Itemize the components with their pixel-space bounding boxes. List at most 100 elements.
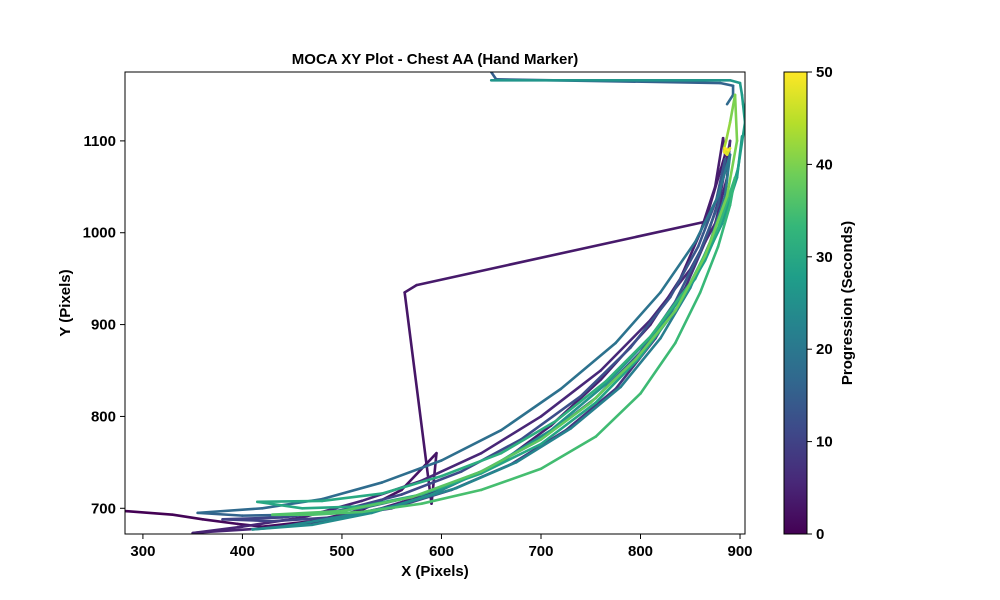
trajectory-segment — [403, 291, 433, 505]
trajectory-segment — [549, 382, 607, 432]
trajectory-segment — [703, 194, 729, 257]
trajectory-segment — [514, 427, 573, 464]
trajectory-segment — [196, 506, 264, 515]
trajectory-segment — [455, 461, 518, 490]
y-tick-label: 1100 — [83, 133, 116, 150]
trajectory-segment — [539, 435, 598, 471]
colorbar: 0 10 20 30 40 50 Progression (Seconds) — [783, 64, 856, 543]
x-tick-label: 800 — [628, 543, 653, 560]
trajectory-segment — [539, 401, 593, 441]
trajectory-segment — [380, 474, 443, 495]
trajectory-segment — [539, 369, 602, 418]
colorbar-tick-label: 10 — [816, 434, 833, 451]
trajectory-segment — [698, 245, 720, 294]
trajectory-segment — [614, 291, 662, 345]
trajectory-segment — [604, 335, 652, 383]
trajectory-segment — [724, 121, 732, 143]
trajectory-segment — [310, 511, 374, 527]
trajectory-segment — [539, 401, 598, 446]
trajectory-segment — [499, 387, 563, 432]
y-axis: 700 800 900 1000 1100 — [83, 133, 125, 517]
trajectory-segment — [716, 203, 732, 248]
trajectory-segment — [674, 254, 707, 313]
trajectory-segment — [420, 451, 483, 483]
trajectory-segment — [728, 93, 737, 124]
trajectory-segment — [733, 93, 739, 143]
trajectory-segment — [736, 121, 745, 170]
trajectory-segment — [728, 176, 737, 207]
trajectory-segment — [440, 451, 503, 478]
trajectory-segment — [320, 481, 384, 501]
trajectory-segment — [698, 203, 720, 253]
trajectory-segment — [738, 81, 744, 97]
trajectory-segment — [639, 341, 677, 395]
colorbar-tick-label: 0 — [816, 526, 824, 543]
colorbar-label: Progression (Seconds) — [839, 221, 856, 385]
trajectory-segment — [674, 291, 702, 345]
trajectory-segment — [440, 428, 503, 462]
trajectory-segment — [589, 358, 637, 404]
y-tick-label: 1000 — [83, 225, 116, 242]
trajectory-segment — [619, 337, 662, 389]
trajectory-segment — [569, 385, 622, 430]
trajectory-segment — [669, 245, 700, 299]
x-axis-label: X (Pixels) — [401, 563, 469, 580]
trajectory-segment — [723, 153, 732, 198]
trajectory-segment — [400, 451, 438, 492]
trajectory-segment — [270, 509, 344, 517]
trajectory-segment — [410, 470, 483, 499]
trajectory-segment — [400, 470, 463, 496]
trajectory-segment — [479, 467, 543, 492]
x-tick-label: 400 — [230, 543, 255, 560]
trajectory-segment — [740, 93, 745, 106]
trajectory-segment — [725, 139, 739, 198]
trajectory-segment — [718, 81, 735, 88]
trajectory-segment — [713, 136, 725, 189]
series-layer — [125, 72, 745, 534]
trajectory-segment — [171, 513, 204, 521]
trajectory-segment — [479, 442, 543, 475]
trajectory-segment — [703, 213, 727, 262]
trajectory-segment — [300, 505, 364, 510]
trajectory-segment — [479, 438, 543, 473]
trajectory-segment — [201, 518, 239, 526]
x-tick-label: 900 — [728, 543, 753, 560]
trajectory-segment — [594, 355, 642, 404]
trajectory-segment — [559, 341, 617, 391]
trajectory-segment — [499, 419, 558, 455]
trajectory-segment — [256, 499, 324, 504]
trajectory-segment — [479, 415, 543, 455]
x-tick-label: 500 — [329, 543, 354, 560]
x-tick-label: 300 — [130, 543, 155, 560]
trajectory-segment — [380, 459, 443, 484]
trajectory-segment — [251, 523, 314, 531]
trajectory-segment — [599, 318, 652, 372]
trajectory-segment — [191, 525, 244, 534]
trajectory-segment — [360, 502, 423, 514]
trajectory-segment — [340, 495, 413, 513]
colorbar-ticks: 0 10 20 30 40 50 — [807, 64, 833, 543]
trajectory-segment — [519, 394, 583, 441]
trajectory-segment — [725, 93, 735, 106]
x-tick-label: 700 — [528, 543, 553, 560]
trajectory-segment — [629, 295, 672, 349]
trajectory-segment — [649, 281, 692, 338]
trajectory-segment — [403, 283, 418, 294]
trajectory-segment — [634, 309, 677, 361]
trajectory-segment — [723, 146, 730, 152]
trajectory-segment — [270, 516, 334, 523]
y-tick-label: 800 — [91, 408, 116, 425]
trajectory-segment — [420, 488, 483, 505]
plot-frame — [124, 71, 746, 535]
colorbar-tick-label: 40 — [816, 156, 833, 173]
trajectory-segment — [125, 509, 175, 517]
colorbar-tick-label: 50 — [816, 64, 833, 81]
trajectory-segment — [415, 220, 707, 287]
x-tick-label: 600 — [429, 543, 454, 560]
colorbar-tick-label: 30 — [816, 249, 833, 266]
trajectory-segment — [320, 492, 384, 503]
colorbar-tick-label: 20 — [816, 341, 833, 358]
trajectory-segment — [460, 438, 523, 473]
trajectory-segment — [554, 380, 607, 423]
